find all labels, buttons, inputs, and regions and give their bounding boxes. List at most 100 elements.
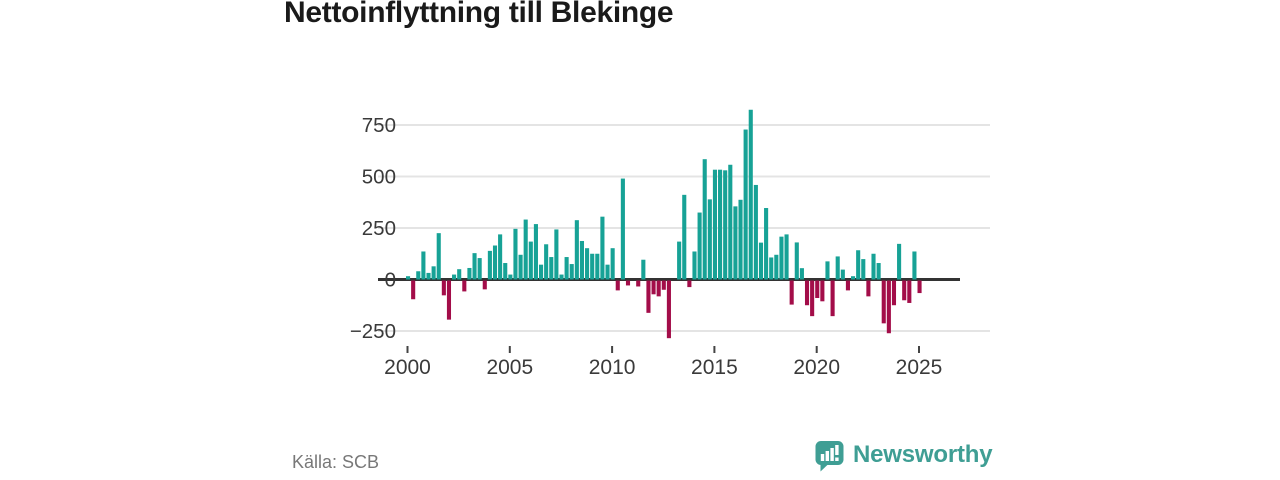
bar-2023Q3 — [886, 280, 891, 334]
bar-2007Q2 — [554, 229, 559, 280]
bar-2018Q2 — [779, 236, 784, 280]
bar-2022Q3 — [866, 280, 871, 297]
bar-2013Q3 — [682, 194, 687, 280]
y-tick-label--250: −250 — [350, 320, 396, 343]
bar-2019Q3 — [804, 280, 810, 306]
bar-2005Q3 — [518, 254, 523, 280]
x-tick-label-2020: 2020 — [793, 356, 840, 379]
bar-2009Q4 — [605, 264, 610, 280]
bar-2013Q2 — [677, 241, 682, 280]
bar-2009Q1 — [590, 253, 595, 280]
bar-2008Q2 — [574, 220, 579, 280]
bar-2023Q1 — [876, 263, 881, 280]
bar-2005Q2 — [513, 228, 518, 280]
bar-2021Q3 — [845, 280, 850, 291]
bar-2014Q1 — [692, 251, 697, 280]
bar-2004Q4 — [503, 263, 508, 280]
bar-2004Q1 — [487, 250, 492, 280]
bar-2001Q3 — [436, 233, 441, 280]
bar-2003Q3 — [477, 258, 482, 280]
bar-2003Q4 — [482, 280, 487, 290]
bar-2014Q4 — [707, 199, 712, 280]
bar-2021Q1 — [835, 256, 840, 280]
bar-2000Q4 — [421, 251, 426, 280]
bar-2017Q2 — [758, 242, 764, 280]
bar-2003Q2 — [472, 253, 477, 280]
bar-2012Q3 — [661, 280, 666, 290]
y-tick-label-500: 500 — [362, 166, 396, 189]
bar-2017Q1 — [753, 184, 758, 280]
bar-2021Q4 — [851, 276, 856, 280]
bar-2016Q1 — [733, 206, 738, 280]
newsworthy-branding: Newsworthy — [815, 440, 993, 474]
bar-2024Q4 — [912, 251, 917, 280]
bar-2010Q3 — [620, 178, 625, 280]
bar-2019Q4 — [810, 280, 815, 317]
bar-2018Q4 — [789, 280, 794, 305]
bar-2016Q2 — [738, 199, 743, 280]
bar-2005Q4 — [523, 219, 528, 280]
bar-2017Q3 — [764, 208, 769, 280]
bar-2010Q2 — [615, 280, 620, 291]
bar-2015Q3 — [723, 170, 728, 280]
x-tick-label-2000: 2000 — [384, 356, 431, 379]
bar-2024Q3 — [907, 280, 912, 303]
bar-2004Q2 — [492, 245, 498, 280]
bar-2002Q1 — [446, 280, 452, 320]
x-tick-label-2025: 2025 — [896, 356, 943, 379]
source-credit: Källa: SCB — [292, 452, 380, 472]
bar-2020Q2 — [820, 280, 825, 302]
bar-2006Q2 — [533, 224, 538, 280]
bar-2007Q4 — [564, 257, 569, 280]
bar-2022Q4 — [871, 253, 876, 280]
x-tick-label-2015: 2015 — [691, 356, 738, 379]
bar-2002Q2 — [452, 274, 457, 280]
bar-2012Q2 — [656, 280, 661, 297]
bar-2002Q4 — [462, 280, 467, 292]
bar-2021Q2 — [840, 269, 845, 280]
bar-2007Q3 — [559, 274, 564, 280]
bar-2015Q4 — [728, 164, 733, 280]
bar-2025Q1 — [917, 280, 922, 294]
bar-2008Q3 — [579, 240, 585, 280]
bar-2011Q2 — [636, 280, 641, 287]
bar-2011Q4 — [646, 280, 651, 313]
bar-2001Q1 — [426, 272, 431, 280]
bar-2024Q1 — [897, 243, 902, 280]
bar-2020Q3 — [825, 261, 830, 280]
bar-2000Q1 — [406, 276, 411, 280]
bar-2023Q2 — [881, 280, 886, 324]
bar-2008Q1 — [569, 264, 574, 280]
newsworthy-logo-icon — [815, 441, 844, 472]
bar-2014Q3 — [702, 159, 707, 280]
bar-2022Q2 — [861, 259, 866, 280]
bar-2014Q2 — [697, 212, 702, 280]
x-tick-label-2010: 2010 — [589, 356, 636, 379]
bar-2020Q4 — [830, 280, 835, 317]
chart-title: Nettoinflyttning till Blekinge — [284, 0, 674, 29]
bar-2006Q1 — [528, 241, 533, 280]
y-tick-label-250: 250 — [362, 217, 396, 240]
bar-2010Q4 — [625, 280, 631, 286]
bar-2018Q3 — [784, 234, 789, 280]
bar-2017Q4 — [769, 257, 774, 280]
bar-2001Q4 — [441, 280, 446, 296]
bar-2010Q1 — [610, 248, 615, 280]
bar-2012Q1 — [651, 280, 656, 295]
bar-2004Q3 — [498, 234, 503, 280]
bar-2000Q2 — [411, 280, 416, 300]
bar-2011Q3 — [641, 259, 646, 280]
bar-2023Q4 — [891, 280, 897, 306]
bar-2009Q2 — [595, 253, 600, 280]
bar-2009Q3 — [600, 216, 605, 280]
bar-2015Q1 — [712, 169, 717, 280]
bar-2019Q2 — [799, 268, 804, 280]
newsworthy-wordmark: Newsworthy — [853, 441, 993, 468]
bar-2013Q4 — [687, 280, 692, 288]
bar-2012Q4 — [666, 280, 671, 339]
bar-2001Q2 — [431, 266, 436, 280]
x-tick-label-2005: 2005 — [486, 356, 533, 379]
bar-2008Q4 — [585, 248, 590, 280]
migration-bar-chart: 750 500 250 0 −250 2000 2005 2010 2015 2020 2025 — [350, 109, 990, 379]
bar-2015Q2 — [718, 169, 723, 280]
